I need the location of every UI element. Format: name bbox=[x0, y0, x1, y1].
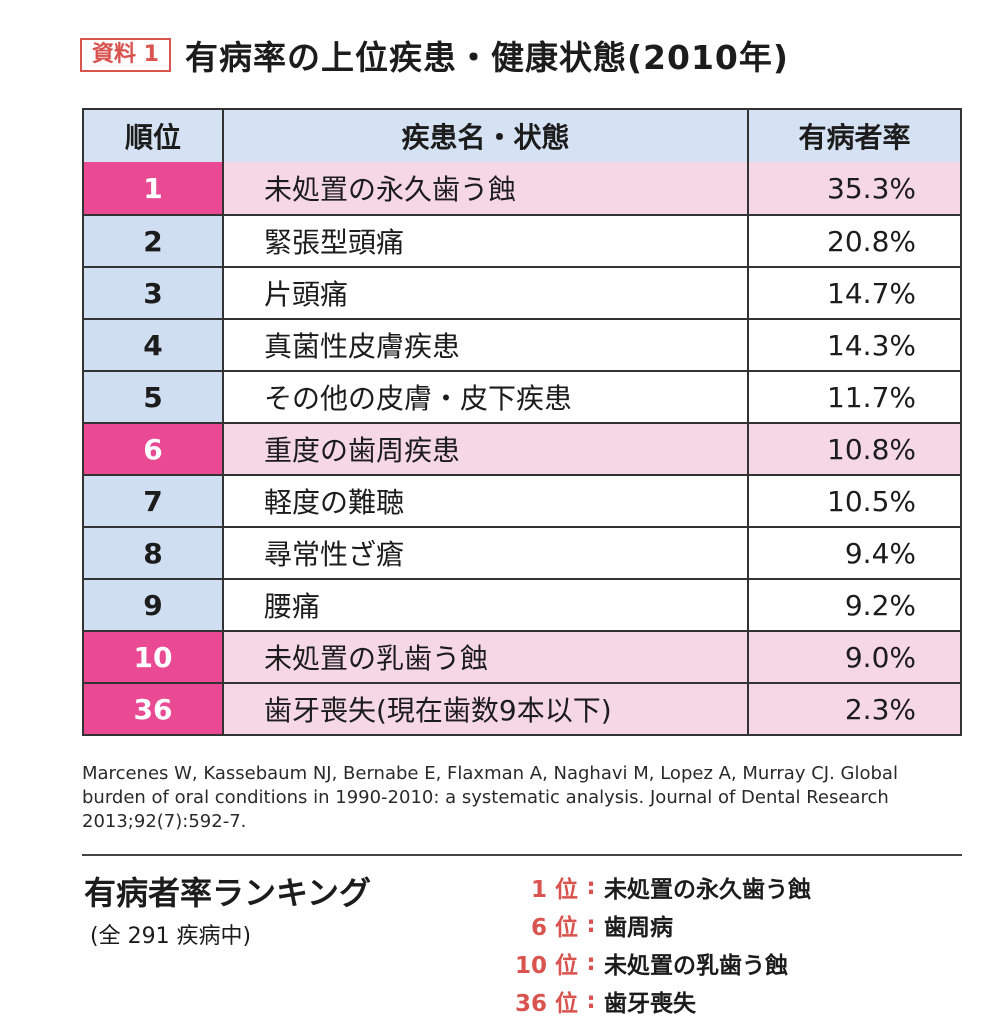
disease-name-cell: 真菌性皮膚疾患 bbox=[224, 320, 749, 370]
disease-name-cell: 重度の歯周疾患 bbox=[224, 424, 749, 474]
column-header-rank: 順位 bbox=[84, 110, 224, 162]
disease-name-cell: 未処置の永久歯う蝕 bbox=[224, 162, 749, 214]
rank-cell: 3 bbox=[84, 268, 224, 318]
table-row: 8 尋常性ざ瘡 9.4% bbox=[84, 526, 960, 578]
table-row: 2 緊張型頭痛 20.8% bbox=[84, 214, 960, 266]
ranking-separator: : bbox=[586, 988, 596, 1014]
prevalence-rate-cell: 10.5% bbox=[827, 484, 916, 518]
ranking-item: 1 位: 未処置の永久歯う蝕 bbox=[496, 868, 936, 906]
prevalence-rate-cell: 2.3% bbox=[749, 684, 960, 734]
prevalence-rate-cell: 10.8% bbox=[749, 424, 960, 474]
table-row: 36 歯牙喪失(現在歯数9本以下) 2.3% bbox=[84, 682, 960, 734]
prevalence-rate-cell: 9.4% bbox=[844, 536, 916, 570]
prevalence-rate-cell: 9.0% bbox=[749, 632, 960, 682]
disease-name-cell: 尋常性ざ瘡 bbox=[224, 528, 749, 578]
table-row: 7 軽度の難聴 10.5% bbox=[84, 474, 960, 526]
rank-cell: 4 bbox=[84, 320, 224, 370]
rank-cell: 36 bbox=[84, 684, 224, 734]
ranking-position: 36 位 bbox=[514, 991, 578, 1017]
rank-cell: 2 bbox=[84, 216, 224, 266]
ranking-position: 1 位 bbox=[530, 877, 578, 903]
rank-cell: 10 bbox=[84, 632, 224, 682]
disease-name-cell: 歯牙喪失(現在歯数9本以下) bbox=[224, 684, 749, 734]
disease-name-cell: 緊張型頭痛 bbox=[224, 216, 749, 266]
table-row: 6 重度の歯周疾患 10.8% bbox=[84, 422, 960, 474]
rank-cell: 6 bbox=[84, 424, 224, 474]
prevalence-rate-cell: 20.8% bbox=[827, 224, 916, 258]
prevalence-rate-cell: 11.7% bbox=[827, 380, 916, 414]
prevalence-rate-cell: 14.7% bbox=[827, 276, 916, 310]
column-header-name: 疾患名・状態 bbox=[224, 110, 749, 162]
disease-name-cell: その他の皮膚・皮下疾患 bbox=[224, 372, 749, 422]
disease-name-cell: 腰痛 bbox=[224, 580, 749, 630]
disease-name-cell: 軽度の難聴 bbox=[224, 476, 749, 526]
material-tag: 資料 1 bbox=[80, 38, 171, 72]
table-row: 5 その他の皮膚・皮下疾患 11.7% bbox=[84, 370, 960, 422]
ranking-separator: : bbox=[586, 912, 596, 938]
disease-name-cell: 未処置の乳歯う蝕 bbox=[224, 632, 749, 682]
table-header-row: 順位 疾患名・状態 有病者率 bbox=[84, 110, 960, 162]
table-row: 10 未処置の乳歯う蝕 9.0% bbox=[84, 630, 960, 682]
ranking-title: 有病者率ランキング bbox=[84, 874, 372, 912]
prevalence-rate-cell: 14.3% bbox=[827, 328, 916, 362]
ranking-item: 36 位: 歯牙喪失 bbox=[496, 982, 936, 1020]
rank-cell: 7 bbox=[84, 476, 224, 526]
ranking-position: 10 位 bbox=[514, 953, 578, 979]
ranking-subtitle: (全 291 疾病中) bbox=[90, 924, 252, 949]
column-header-rate: 有病者率 bbox=[749, 110, 960, 162]
ranking-position: 6 位 bbox=[530, 915, 578, 941]
rank-cell: 5 bbox=[84, 372, 224, 422]
rank-cell: 9 bbox=[84, 580, 224, 630]
table-row: 3 片頭痛 14.7% bbox=[84, 266, 960, 318]
ranking-item: 10 位: 未処置の乳歯う蝕 bbox=[496, 944, 936, 982]
ranking-item: 6 位: 歯周病 bbox=[496, 906, 936, 944]
ranking-label: 歯周病 bbox=[604, 915, 673, 941]
citation-text: Marcenes W, Kassebaum NJ, Bernabe E, Fla… bbox=[82, 763, 898, 832]
page-title: 有病率の上位疾患・健康状態(2010年) bbox=[184, 38, 789, 77]
ranking-label: 歯牙喪失 bbox=[604, 991, 696, 1017]
prevalence-rate-cell: 9.2% bbox=[844, 588, 916, 622]
ranking-separator: : bbox=[586, 950, 596, 976]
section-divider bbox=[82, 854, 962, 856]
rank-cell: 8 bbox=[84, 528, 224, 578]
ranking-separator: : bbox=[586, 874, 596, 900]
ranking-label: 未処置の乳歯う蝕 bbox=[604, 953, 788, 979]
document-header: 資料 1 有病率の上位疾患・健康状態(2010年) bbox=[80, 28, 789, 82]
prevalence-table: 順位 疾患名・状態 有病者率 1 未処置の永久歯う蝕 35.3% 2 緊張型頭痛 20.8… bbox=[82, 108, 962, 736]
table-row: 9 腰痛 9.2% bbox=[84, 578, 960, 630]
rank-cell: 1 bbox=[84, 162, 224, 214]
table-row: 4 真菌性皮膚疾患 14.3% bbox=[84, 318, 960, 370]
disease-name-cell: 片頭痛 bbox=[224, 268, 749, 318]
ranking-list: 1 位: 未処置の永久歯う蝕 6 位: 歯周病 10 位: 未処置の乳歯う蝕 36 位: 歯牙… bbox=[496, 868, 936, 1020]
prevalence-rate-cell: 35.3% bbox=[749, 162, 960, 214]
table-row: 1 未処置の永久歯う蝕 35.3% bbox=[84, 162, 960, 214]
ranking-label: 未処置の永久歯う蝕 bbox=[604, 877, 811, 903]
table-body: 1 未処置の永久歯う蝕 35.3% 2 緊張型頭痛 20.8% 3 片頭痛 14.7% 4 真菌性皮… bbox=[84, 162, 960, 734]
